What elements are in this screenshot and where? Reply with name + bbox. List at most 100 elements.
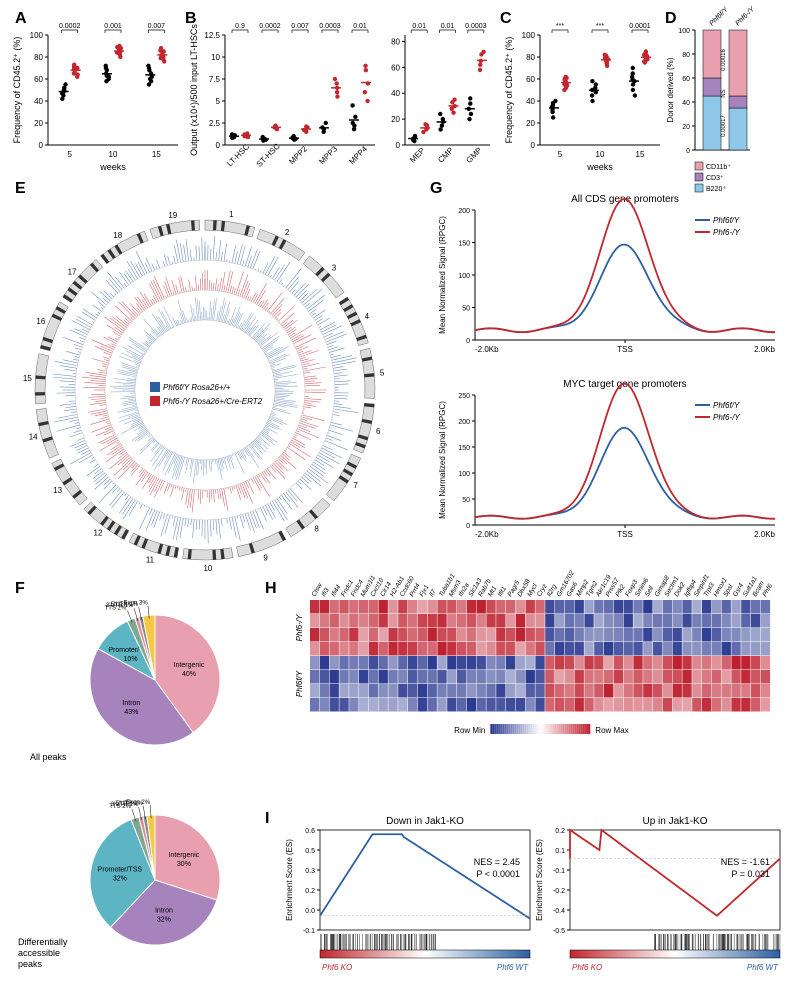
svg-text:B220⁺: B220⁺ <box>706 186 726 193</box>
svg-text:80: 80 <box>391 37 400 46</box>
svg-text:***: *** <box>596 23 604 30</box>
svg-text:6: 6 <box>376 427 381 436</box>
svg-text:CD11b⁺: CD11b⁺ <box>706 164 731 171</box>
svg-text:MEP: MEP <box>408 146 427 165</box>
svg-text:0: 0 <box>531 141 536 150</box>
svg-text:NES = 2.45: NES = 2.45 <box>474 857 520 867</box>
svg-text:-0.4: -0.4 <box>553 908 565 915</box>
svg-text:Phf6-/Y: Phf6-/Y <box>734 5 756 27</box>
svg-text:30%: 30% <box>177 861 191 868</box>
svg-text:MPP4: MPP4 <box>347 144 369 166</box>
svg-text:0.9: 0.9 <box>235 23 245 30</box>
svg-text:100: 100 <box>30 31 44 40</box>
svg-text:15: 15 <box>23 374 32 383</box>
svg-text:80: 80 <box>34 53 43 62</box>
svg-text:2.0Kb: 2.0Kb <box>754 345 775 354</box>
svg-text:5: 5 <box>216 97 221 106</box>
svg-text:***: *** <box>556 23 564 30</box>
svg-text:100: 100 <box>522 31 536 40</box>
svg-text:Row Min: Row Min <box>454 726 485 735</box>
svg-text:Differentially: Differentially <box>18 937 68 947</box>
svg-text:5: 5 <box>67 150 72 159</box>
svg-text:0.01: 0.01 <box>412 23 426 30</box>
svg-text:Exon 2%: Exon 2% <box>126 800 151 806</box>
svg-text:-0.1: -0.1 <box>303 928 315 935</box>
svg-text:2.5: 2.5 <box>209 119 221 128</box>
svg-text:40: 40 <box>34 97 43 106</box>
figure-canvas: 020406080100Frequency of CD45.2⁺ (%)50.0… <box>0 0 800 991</box>
svg-text:Phf6f/Y: Phf6f/Y <box>713 216 740 225</box>
svg-text:Intron: Intron <box>122 700 140 707</box>
svg-text:0.00016: 0.00016 <box>721 49 727 71</box>
svg-text:All peaks: All peaks <box>30 752 67 762</box>
svg-text:0.007: 0.007 <box>291 23 309 30</box>
svg-text:Exon 3%: Exon 3% <box>124 600 149 606</box>
svg-text:weeks: weeks <box>586 162 613 172</box>
svg-text:0.0002: 0.0002 <box>59 23 81 30</box>
svg-text:0.2: 0.2 <box>305 888 315 895</box>
svg-text:0.6: 0.6 <box>305 828 315 835</box>
svg-text:Frequency of CD45.2⁺ (%): Frequency of CD45.2⁺ (%) <box>12 37 22 144</box>
svg-text:10: 10 <box>596 150 605 159</box>
svg-text:P < 0.0001: P < 0.0001 <box>476 869 520 879</box>
svg-text:TSS: TSS <box>617 345 633 354</box>
svg-text:MPP2: MPP2 <box>287 144 309 166</box>
svg-text:40%: 40% <box>182 671 196 678</box>
svg-text:200: 200 <box>458 419 470 426</box>
svg-text:19: 19 <box>168 211 177 220</box>
svg-text:Intergenic: Intergenic <box>169 852 200 859</box>
svg-text:-0.5: -0.5 <box>553 928 565 935</box>
svg-text:Phf6-/Y: Phf6-/Y <box>295 614 304 641</box>
svg-text:0.0: 0.0 <box>305 908 315 915</box>
svg-text:10: 10 <box>203 564 212 573</box>
svg-text:-0.2: -0.2 <box>553 888 565 895</box>
svg-text:0: 0 <box>686 148 690 155</box>
svg-text:Down in Jak1-KO: Down in Jak1-KO <box>386 816 464 827</box>
svg-text:0.007: 0.007 <box>148 23 166 30</box>
svg-text:10%: 10% <box>124 656 138 663</box>
svg-text:80: 80 <box>682 52 690 59</box>
svg-text:250: 250 <box>458 393 470 400</box>
svg-text:Donor derived (%): Donor derived (%) <box>666 57 675 122</box>
svg-text:-2.0Kb: -2.0Kb <box>475 345 499 354</box>
svg-text:150: 150 <box>458 241 470 248</box>
svg-text:2.0Kb: 2.0Kb <box>754 530 775 539</box>
svg-text:0: 0 <box>396 141 401 150</box>
svg-text:Output (x10⁴)/500 input LT-HSC: Output (x10⁴)/500 input LT-HSCs <box>189 24 199 156</box>
svg-text:weeks: weeks <box>99 162 126 172</box>
svg-text:Phf6-/Y Rosa26+/Cre-ERT2: Phf6-/Y Rosa26+/Cre-ERT2 <box>163 397 263 406</box>
svg-text:Mean Normalized Signal (RPGC): Mean Normalized Signal (RPGC) <box>438 216 447 334</box>
svg-text:3: 3 <box>332 263 337 272</box>
svg-text:0.0003: 0.0003 <box>465 23 487 30</box>
svg-text:0.2: 0.2 <box>555 828 565 835</box>
svg-text:Enrichment Score (ES): Enrichment Score (ES) <box>535 839 544 921</box>
svg-text:Il7: Il7 <box>428 588 438 598</box>
svg-text:Phf6f/Y: Phf6f/Y <box>713 401 740 410</box>
svg-text:60: 60 <box>34 75 43 84</box>
svg-text:-2.0Kb: -2.0Kb <box>475 530 499 539</box>
svg-text:20: 20 <box>391 115 400 124</box>
svg-text:Phf6 WT: Phf6 WT <box>747 963 779 972</box>
svg-text:0.0003: 0.0003 <box>319 23 341 30</box>
svg-text:1: 1 <box>229 210 234 219</box>
svg-text:10: 10 <box>211 53 220 62</box>
svg-text:Enrichment Score (ES): Enrichment Score (ES) <box>285 839 294 921</box>
svg-text:60: 60 <box>391 63 400 72</box>
svg-text:16: 16 <box>36 317 45 326</box>
svg-text:Promoter/TSS: Promoter/TSS <box>98 866 143 873</box>
svg-text:MPP3: MPP3 <box>317 144 339 166</box>
svg-text:Phf6 KO: Phf6 KO <box>322 963 352 972</box>
svg-text:32%: 32% <box>157 917 171 924</box>
svg-text:50: 50 <box>462 306 470 313</box>
svg-text:15: 15 <box>152 150 161 159</box>
svg-text:0.01: 0.01 <box>441 23 455 30</box>
svg-text:40: 40 <box>682 100 690 107</box>
svg-text:CD3⁺: CD3⁺ <box>706 175 724 182</box>
svg-text:50: 50 <box>462 497 470 504</box>
svg-text:2: 2 <box>285 228 290 237</box>
svg-text:0: 0 <box>216 141 221 150</box>
svg-text:100: 100 <box>458 471 470 478</box>
svg-text:Frequency of CD45.2⁺ (%): Frequency of CD45.2⁺ (%) <box>504 37 514 144</box>
svg-text:5: 5 <box>558 150 563 159</box>
svg-text:80: 80 <box>526 53 535 62</box>
